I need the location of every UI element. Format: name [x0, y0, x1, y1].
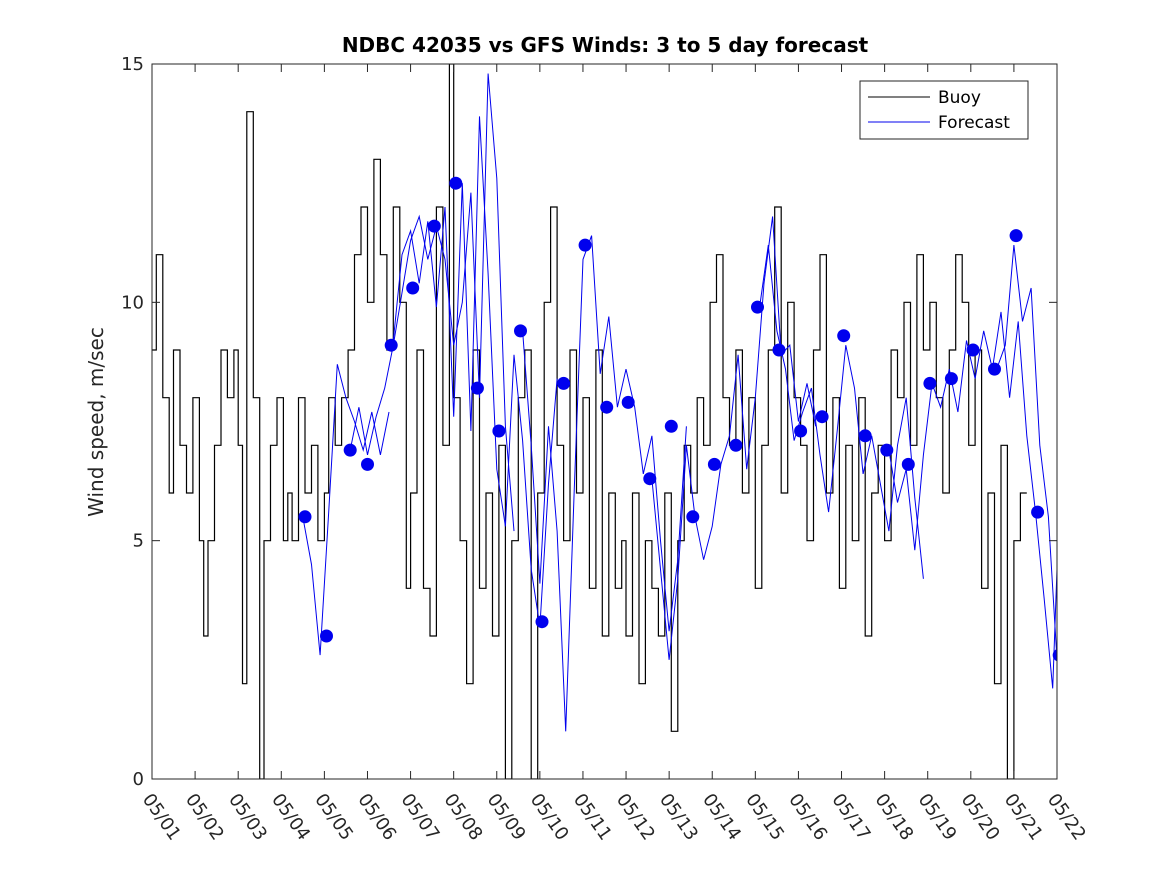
chart-title: NDBC 42035 vs GFS Winds: 3 to 5 day fore… [342, 33, 869, 57]
forecast-point-marker [1009, 229, 1023, 243]
forecast-series-line-1 [349, 73, 515, 532]
axes-background [152, 64, 1057, 779]
forecast-point-marker [686, 510, 700, 524]
forecast-point-marker [1052, 648, 1057, 662]
plot-area [151, 63, 1058, 780]
axes-frame [151, 63, 1058, 780]
series-group [152, 64, 1057, 779]
forecast-point-marker [664, 419, 678, 433]
forecast-point-marker [966, 343, 980, 357]
forecast-point-marker [1031, 505, 1045, 519]
forecast-point-marker [514, 324, 527, 338]
forecast-point-marker [880, 443, 894, 457]
y-tick-label: 10 [121, 292, 144, 313]
forecast-point-marker [794, 424, 808, 438]
forecast-point-marker [600, 400, 614, 414]
forecast-point-marker [988, 362, 1001, 376]
forecast-series-line-2 [392, 116, 558, 627]
forecast-point-marker [707, 457, 721, 471]
forecast-point-marker [298, 510, 312, 524]
forecast-point-marker [901, 457, 915, 471]
forecast-point-marker [384, 338, 398, 352]
forecast-series-line-7 [996, 245, 1057, 660]
forecast-point-marker [449, 176, 463, 190]
forecast-series-line-3 [522, 235, 687, 732]
legend: Buoy Forecast [859, 80, 1029, 140]
forecast-point-marker [557, 376, 571, 390]
forecast-point-marker [406, 281, 420, 295]
forecast-point-marker [923, 376, 937, 390]
forecast-point-marker [535, 615, 549, 629]
forecast-point-marker [643, 472, 657, 486]
forecast-series-line-0 [302, 364, 390, 656]
y-axis-ticks: 0 5 10 15 [121, 54, 1057, 790]
forecast-point-marker [578, 238, 592, 252]
forecast-point-marker [837, 329, 851, 343]
forecast-point-marker [621, 395, 635, 409]
forecast-series-line-5 [759, 245, 924, 579]
forecast-point-marker [772, 343, 786, 357]
forecast-point-marker [470, 381, 484, 395]
forecast-series-line-6 [888, 311, 1057, 689]
forecast-point-marker [427, 219, 441, 233]
forecast-point-marker [492, 424, 506, 438]
legend-label-buoy: Buoy [938, 88, 981, 108]
forecast-point-marker [944, 372, 958, 386]
y-axis-label: Wind speed, m/sec [84, 327, 108, 517]
y-tick-label: 0 [133, 769, 144, 790]
legend-label-forecast: Forecast [938, 113, 1010, 133]
forecast-point-marker [751, 300, 764, 314]
forecast-point-marker [815, 410, 829, 424]
forecast-series-line-4 [651, 216, 817, 660]
forecast-point-marker [320, 629, 333, 643]
y-tick-label: 15 [121, 54, 144, 75]
forecast-point-marker [361, 457, 374, 471]
forecast-point-marker [729, 438, 743, 452]
forecast-point-marker [858, 429, 872, 443]
y-tick-label: 5 [133, 531, 144, 552]
legend-box [859, 80, 1029, 140]
forecast-point-marker [343, 443, 357, 457]
